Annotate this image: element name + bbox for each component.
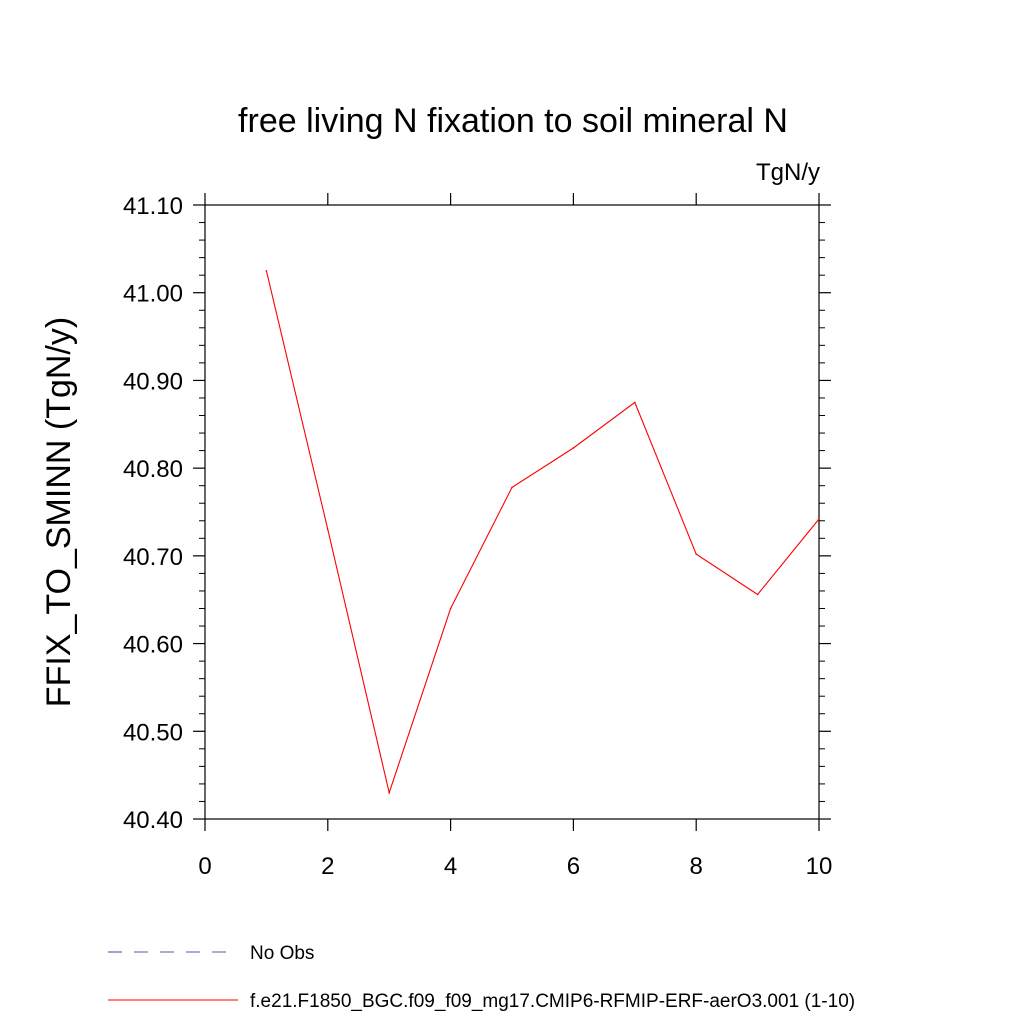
y-tick-label: 40.70 [123, 544, 183, 571]
x-tick-label: 6 [567, 853, 580, 880]
plot-frame [204, 204, 820, 820]
data-point [818, 518, 820, 520]
y-axis-label: FFIX_TO_SMINN (TgN/y) [40, 317, 78, 707]
legend-label: No Obs [250, 943, 314, 964]
y-tick-label: 41.10 [123, 193, 183, 220]
y-tick-label: 40.50 [123, 719, 183, 746]
x-tick-label: 0 [198, 853, 211, 880]
data-point [756, 593, 759, 596]
data-point [695, 553, 697, 555]
x-tick-label: 4 [444, 853, 457, 880]
y-tick-label: 41.00 [123, 281, 183, 308]
units-label: TgN/y [756, 159, 820, 186]
data-point [511, 486, 513, 489]
series-line [265, 270, 820, 795]
y-tick-label: 40.40 [123, 807, 183, 834]
series-layer [265, 269, 820, 795]
legend: No Obs f.e21.F1850_BGC.f09_f09_mg17.CMIP6… [108, 943, 855, 1012]
chart-title: free living N fixation to soil mineral N [238, 102, 788, 140]
data-point [634, 401, 636, 404]
data-point [388, 791, 391, 794]
data-point [265, 269, 268, 272]
legend-label: f.e21.F1850_BGC.f09_f09_mg17.CMIP6-RFMIP… [250, 991, 855, 1012]
y-axis: 40.40 40.50 40.60 40.70 40.80 40.90 41.00 41.10 [123, 193, 831, 834]
data-point [449, 607, 452, 610]
y-tick-label: 40.60 [123, 632, 183, 659]
y-tick-label: 40.80 [123, 456, 183, 483]
x-tick-label: 10 [806, 853, 833, 880]
data-point [572, 447, 575, 449]
data-point [327, 528, 329, 531]
x-tick-label: 8 [690, 853, 703, 880]
y-tick-label: 40.90 [123, 368, 183, 395]
x-axis: 0 2 4 6 8 10 [198, 193, 832, 880]
x-tick-label: 2 [321, 853, 334, 880]
